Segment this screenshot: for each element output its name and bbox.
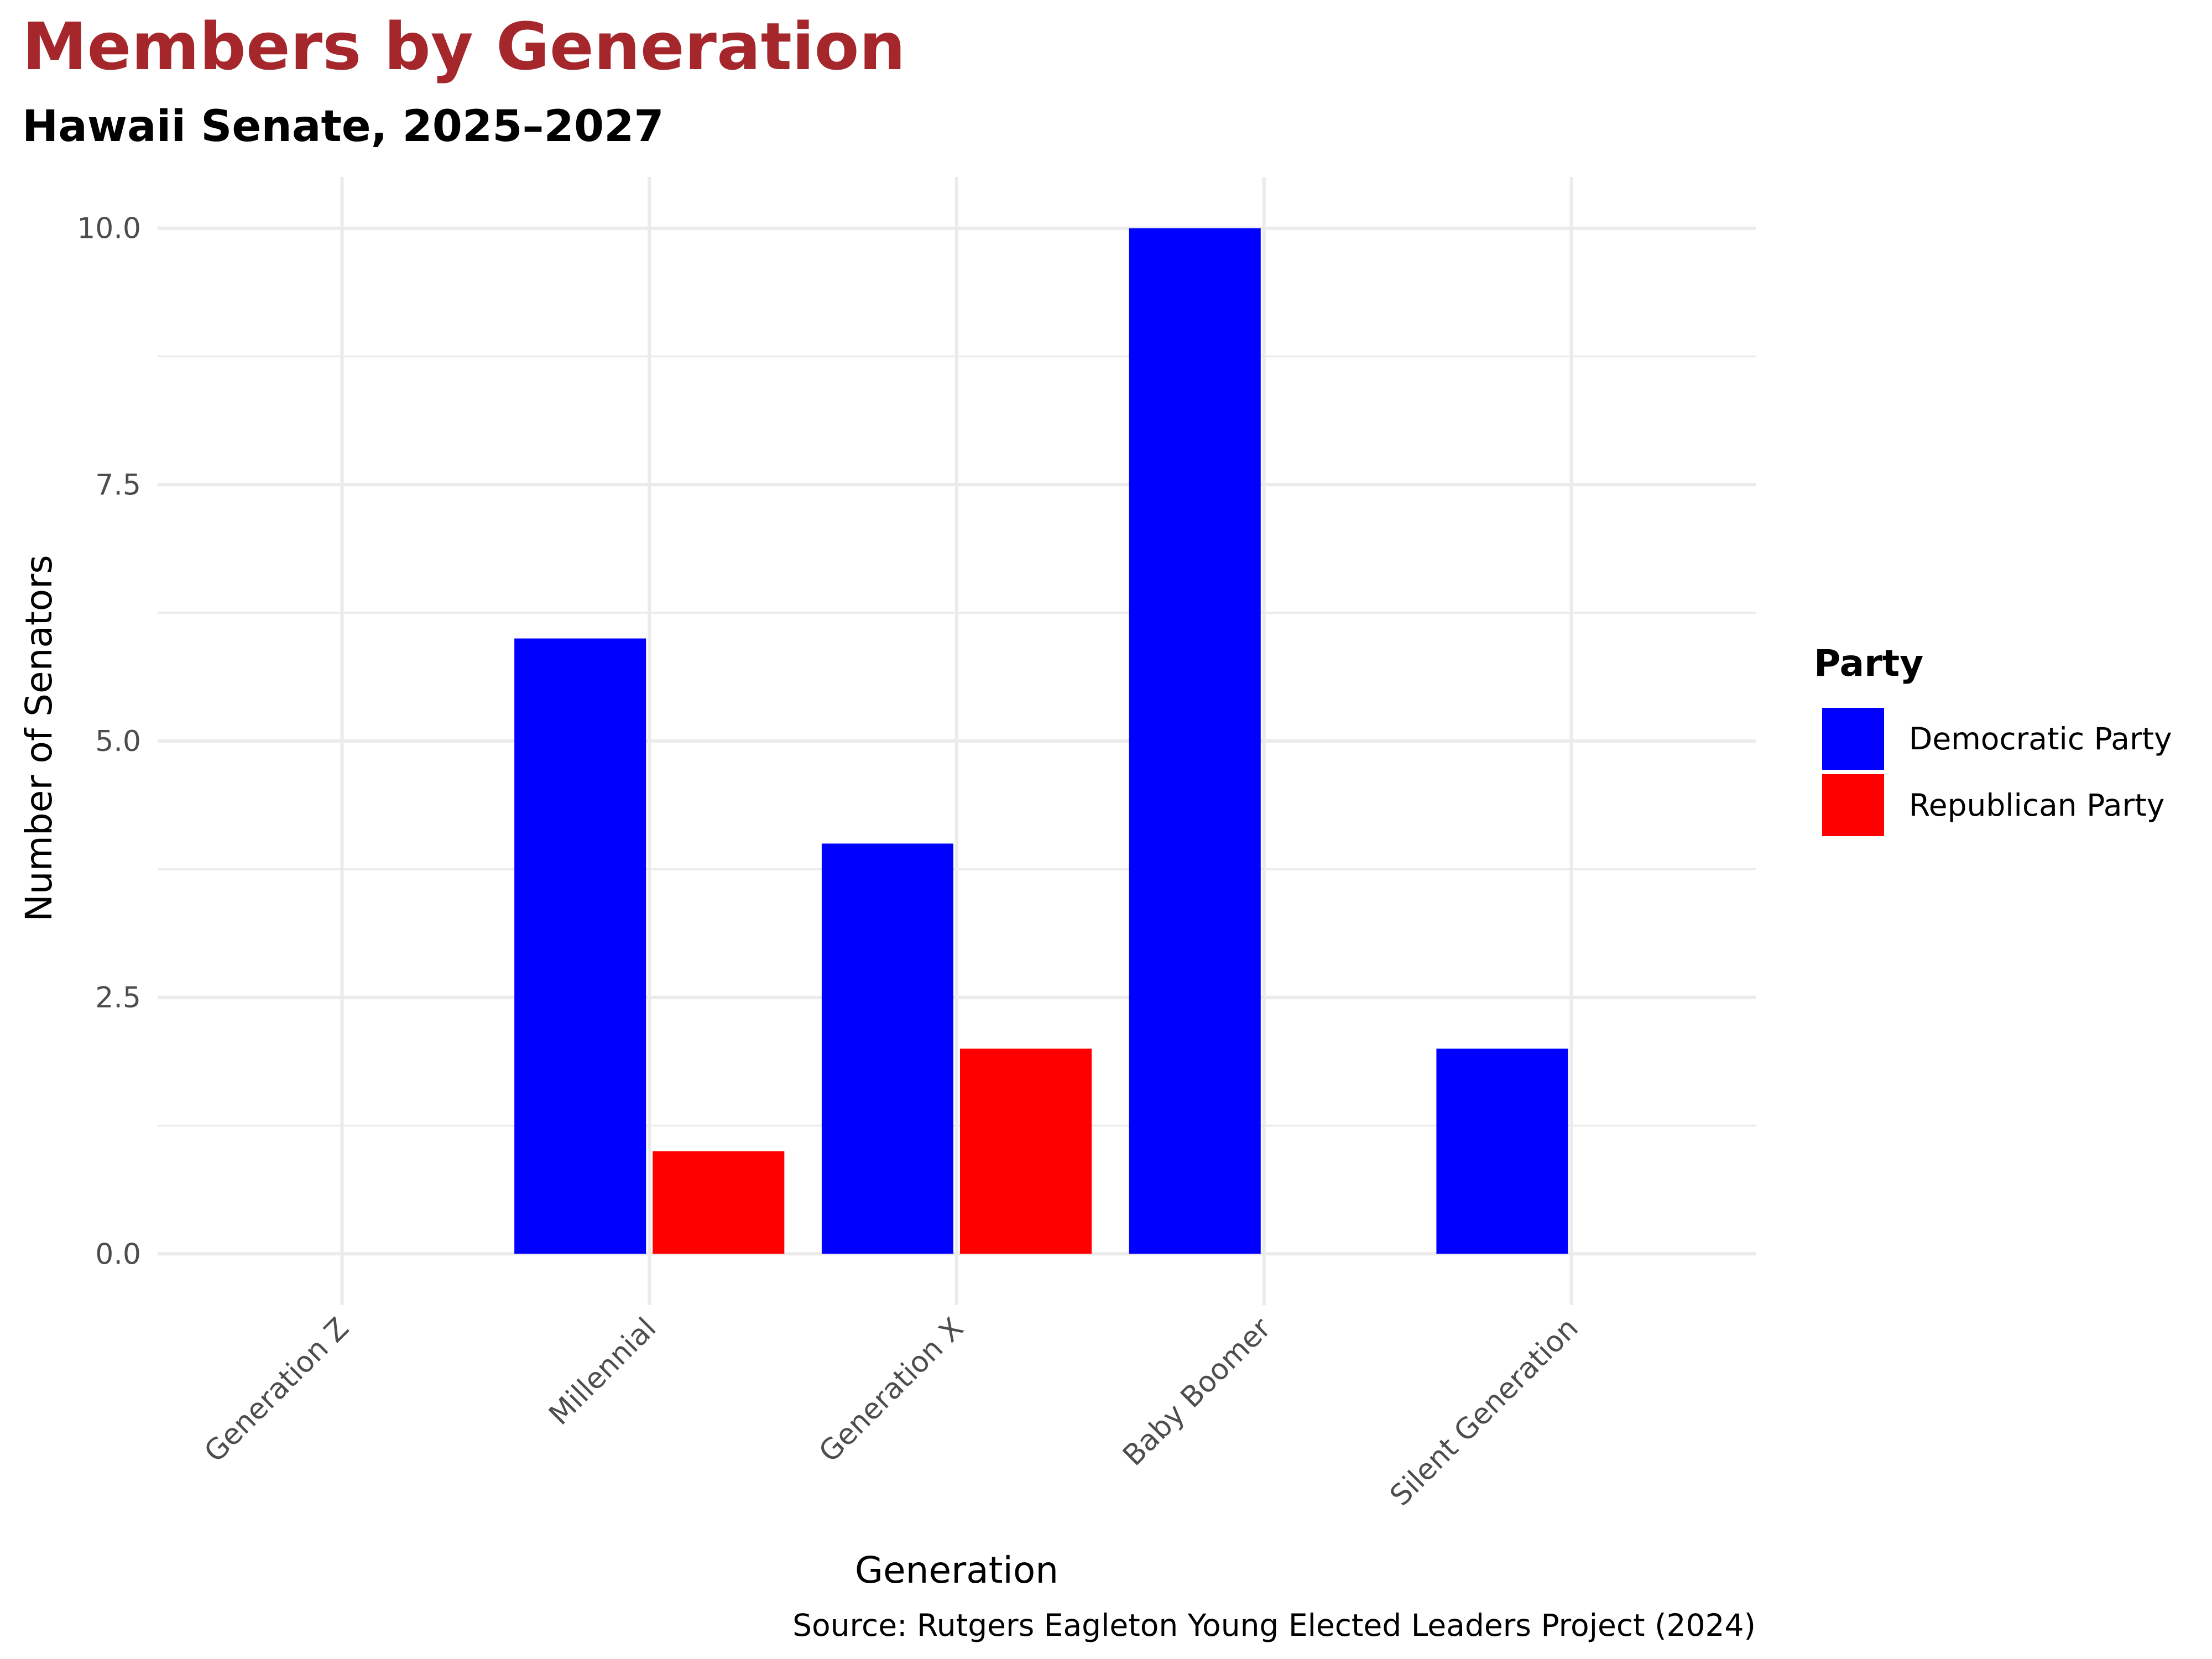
legend-label-republican-party: Republican Party — [1909, 787, 2164, 823]
bar-democratic-party-generation-x — [821, 843, 953, 1254]
bars — [514, 228, 1568, 1254]
legend-label-democratic-party: Democratic Party — [1909, 721, 2172, 757]
legend-swatch-republican-party — [1822, 774, 1884, 836]
x-tick-label-silent-generation: Silent Generation — [1384, 1312, 1584, 1512]
x-axis-ticks: Generation Z Millennial Generation X Baby B… — [198, 1311, 1585, 1512]
y-tick-label: 5.0 — [95, 725, 141, 758]
bar-democratic-party-silent-generation — [1436, 1048, 1568, 1254]
legend: Party Democratic Party Republican Party — [1814, 642, 2172, 836]
y-tick-label: 10.0 — [77, 212, 141, 246]
y-axis-ticks: 0.0 2.5 5.0 7.5 10.0 — [77, 212, 141, 1271]
bar-democratic-party-baby-boomer — [1129, 228, 1261, 1254]
legend-title: Party — [1814, 642, 1923, 685]
chart-subtitle: Hawaii Senate, 2025–2027 — [22, 102, 664, 152]
legend-swatch-democratic-party — [1822, 708, 1884, 770]
y-tick-label: 2.5 — [95, 982, 141, 1015]
gridlines — [158, 177, 1756, 1305]
y-tick-label: 7.5 — [95, 468, 141, 502]
bar-republican-party-generation-x — [960, 1048, 1092, 1254]
source-caption: Source: Rutgers Eagleton Young Elected L… — [792, 1608, 1756, 1643]
x-tick-label-generation-x: Generation X — [813, 1312, 970, 1469]
x-tick-label-baby-boomer: Baby Boomer — [1117, 1311, 1277, 1472]
bar-democratic-party-millennial — [514, 638, 646, 1254]
y-tick-label: 0.0 — [95, 1238, 141, 1271]
x-tick-label-millennial: Millennial — [542, 1312, 662, 1432]
bar-republican-party-millennial — [653, 1151, 785, 1254]
y-axis-title: Number of Senators — [18, 555, 60, 921]
x-tick-label-generation-z: Generation Z — [198, 1312, 355, 1469]
x-axis-title: Generation — [855, 1549, 1058, 1592]
chart-title: Members by Generation — [22, 8, 906, 85]
